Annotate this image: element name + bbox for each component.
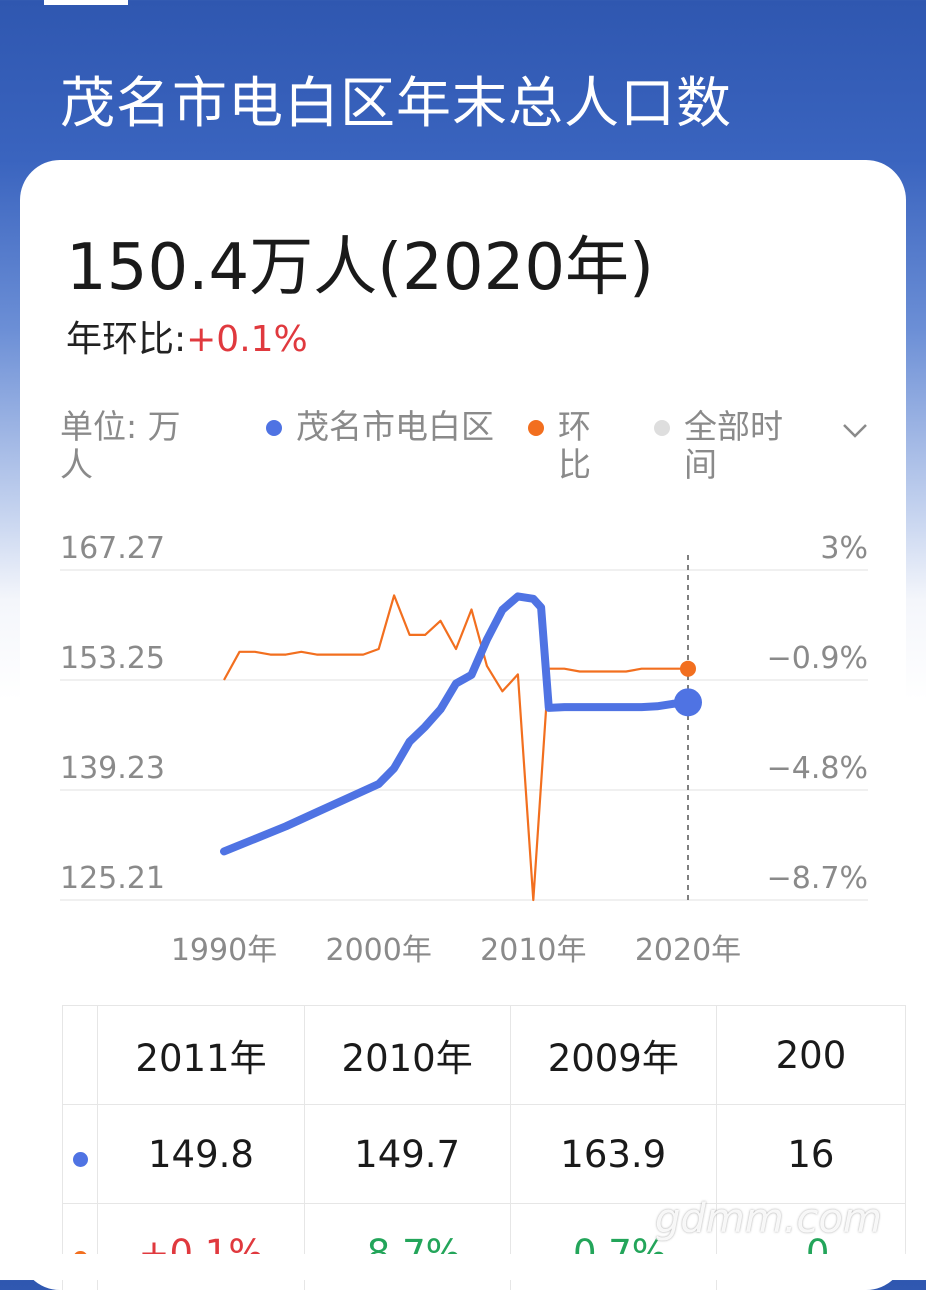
- yoy-value: +0.1%: [186, 319, 308, 360]
- y-left-tick-label: 167.27: [60, 531, 165, 566]
- y-right-tick-label: −4.8%: [767, 751, 868, 786]
- table-cell: 163.9: [510, 1105, 716, 1204]
- table-corner-cell: [63, 1006, 98, 1105]
- top-tab-indicator: [44, 0, 128, 5]
- legend-dot-time: [654, 420, 670, 436]
- y-left-tick-label: 139.23: [60, 751, 165, 786]
- table-cell: 149.7: [304, 1105, 510, 1204]
- series-line-change: [224, 595, 688, 900]
- yoy-label: 年环比:: [66, 319, 186, 360]
- table-cell: 149.8: [98, 1105, 304, 1204]
- table-row-population: 149.8 149.7 163.9 16: [63, 1105, 906, 1204]
- population-dot-icon: [73, 1152, 88, 1167]
- page-title: 茂名市电白区年末总人口数: [60, 58, 732, 138]
- legend-item-change[interactable]: 环比: [528, 408, 608, 484]
- table-year-cell: 200: [716, 1006, 905, 1105]
- line-chart: 167.27 3% 153.25 −0.9% 139.23 −4.8% 125.21 −8.7…: [20, 515, 906, 965]
- x-tick-label: 1990年: [171, 933, 277, 965]
- legend-label-population: 茂名市电白区: [296, 408, 494, 446]
- chart-card: 150.4万人(2020年) 年环比:+0.1% 单位: 万人 茂名市电白区 环…: [20, 160, 906, 1290]
- table-year-cell: 2010年: [304, 1006, 510, 1105]
- chevron-down-icon[interactable]: [840, 421, 870, 441]
- unit-label: 单位: 万人: [60, 408, 210, 484]
- table-cell: 16: [716, 1105, 905, 1204]
- watermark: gdmm.com: [655, 1196, 882, 1242]
- legend-item-population[interactable]: 茂名市电白区: [266, 408, 496, 446]
- data-table-grid: 2011年 2010年 2009年 200 149.8 149.7 163.9 …: [62, 1005, 906, 1290]
- yoy-row: 年环比:+0.1%: [66, 310, 308, 362]
- x-tick-label: 2020年: [635, 933, 741, 965]
- legend-bar: 单位: 万人 茂名市电白区 环比 全部时间: [20, 403, 906, 493]
- change-highlight-point: [680, 661, 696, 677]
- table-header-row: 2011年 2010年 2009年 200: [63, 1006, 906, 1105]
- series-line-population: [224, 596, 688, 851]
- bottom-bar: [0, 1254, 926, 1280]
- headline-value: 150.4万人(2020年): [66, 216, 654, 308]
- y-left-tick-label: 125.21: [60, 861, 165, 896]
- data-table: 2011年 2010年 2009年 200 149.8 149.7 163.9 …: [62, 1005, 906, 1290]
- legend-label-change: 环比: [558, 408, 608, 484]
- population-series-marker: [63, 1105, 98, 1204]
- x-tick-label: 2010年: [480, 933, 586, 965]
- x-tick-label: 2000年: [325, 933, 431, 965]
- y-right-tick-label: −8.7%: [767, 861, 868, 896]
- time-range-label: 全部时间: [684, 408, 804, 484]
- table-year-cell: 2011年: [98, 1006, 304, 1105]
- y-right-tick-label: 3%: [820, 531, 868, 566]
- time-range-selector[interactable]: 全部时间: [654, 408, 804, 484]
- y-right-tick-label: −0.9%: [767, 641, 868, 676]
- population-highlight-point: [674, 688, 702, 716]
- y-left-tick-label: 153.25: [60, 641, 165, 676]
- legend-dot-change: [528, 420, 544, 436]
- table-year-cell: 2009年: [510, 1006, 716, 1105]
- legend-dot-population: [266, 420, 282, 436]
